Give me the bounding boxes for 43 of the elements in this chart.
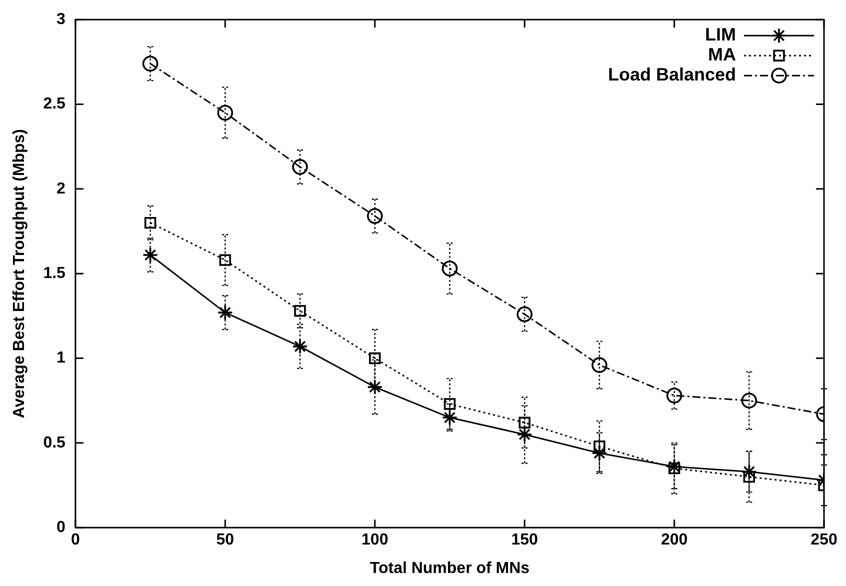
x-tick-label: 150 (511, 532, 538, 549)
point (594, 440, 606, 452)
legend-label: MA (708, 44, 736, 65)
point (741, 464, 758, 480)
legend-label: Load Balanced (608, 64, 736, 85)
point (516, 306, 532, 322)
point (666, 388, 682, 404)
point (741, 392, 758, 408)
y-tick-label: 3 (56, 11, 66, 28)
x-tick-label: 0 (70, 532, 80, 549)
x-tick-label: 50 (216, 532, 234, 549)
legend-label: LIM (705, 24, 736, 45)
point (292, 338, 308, 354)
point (142, 247, 158, 263)
y-tick-label: 1 (56, 350, 66, 367)
x-axis-title: Total Number of MNs (370, 560, 530, 577)
point (219, 254, 232, 266)
point (369, 352, 381, 364)
y-axis-title: Average Best Effort Troughput (Mbps) (11, 129, 28, 418)
y-tick-label: 2 (56, 180, 66, 198)
point (668, 462, 680, 474)
point (444, 398, 456, 410)
y-tick-label: 1.5 (43, 265, 66, 282)
point (217, 304, 234, 320)
point (142, 56, 158, 72)
y-tick-label: 2.5 (43, 96, 66, 113)
x-tick-label: 200 (660, 532, 688, 549)
point (592, 357, 608, 373)
x-tick-label: 250 (810, 532, 838, 549)
point (442, 260, 458, 276)
point (518, 416, 530, 428)
point (217, 104, 234, 121)
point (366, 379, 383, 395)
y-tick-label: 0 (56, 519, 66, 536)
point (592, 445, 608, 461)
x-tick-label: 100 (362, 532, 388, 549)
point (516, 426, 532, 442)
point (292, 159, 308, 175)
point (294, 305, 306, 317)
point (144, 216, 156, 229)
point (366, 208, 383, 224)
y-tick-label: 0.5 (43, 434, 66, 452)
point (442, 410, 458, 426)
